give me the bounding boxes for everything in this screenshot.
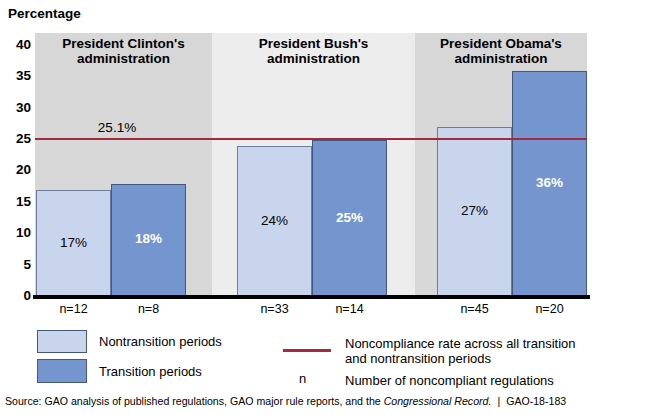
bar-value-label: 18% — [111, 231, 186, 246]
group-header: President Obama'sadministration — [415, 36, 587, 66]
source-text: Source: GAO analysis of published regula… — [5, 395, 384, 407]
bar-value-label: 24% — [237, 213, 312, 228]
legend-swatch-transition — [37, 359, 87, 383]
y-axis-tick-label: 0 — [0, 288, 31, 303]
group-header-line: President Obama's — [415, 36, 587, 51]
y-axis-tick-label: 30 — [0, 100, 31, 115]
bar-value-label: 36% — [512, 175, 587, 190]
report-id: GAO-18-183 — [506, 395, 566, 407]
legend-label-nontransition: Nontransition periods — [99, 334, 222, 349]
group-header-line: administration — [415, 51, 587, 66]
source-line: Source: GAO analysis of published regula… — [5, 395, 566, 407]
y-axis-tick-label: 5 — [0, 257, 31, 272]
x-axis-baseline — [33, 295, 590, 299]
footer-separator: | — [497, 395, 500, 407]
group-header-line: President Clinton's — [35, 36, 212, 51]
legend-n-symbol: n — [299, 371, 306, 386]
legend-label-n: Number of noncompliant regulations — [345, 373, 554, 388]
legend-label-reference-line2: and nontransition periods — [345, 351, 576, 366]
source-italic-text: Congressional Record. — [384, 395, 492, 407]
group-header: President Bush'sadministration — [212, 36, 415, 66]
bar-value-label: 27% — [437, 203, 512, 218]
bar-value-label: 17% — [36, 235, 111, 250]
legend-label-transition: Transition periods — [99, 364, 202, 379]
y-axis-tick-label: 15 — [0, 194, 31, 209]
y-axis-tick-label: 20 — [0, 162, 31, 177]
legend-reference-line-swatch — [283, 349, 331, 352]
legend-swatch-nontransition — [37, 330, 87, 353]
group-header-line: administration — [35, 51, 212, 66]
y-axis-tick-label: 10 — [0, 225, 31, 240]
y-axis-tick-label: 25 — [0, 131, 31, 146]
y-axis-title: Percentage — [8, 6, 81, 21]
bar-n-label: n=14 — [312, 302, 387, 316]
y-axis-tick-label: 40 — [0, 37, 31, 52]
bar-value-label: 25% — [312, 210, 387, 225]
group-header-line: administration — [212, 51, 415, 66]
y-axis-tick-label: 35 — [0, 68, 31, 83]
bar-n-label: n=33 — [237, 302, 312, 316]
legend-label-reference-line1: Noncompliance rate across all transition — [345, 336, 576, 351]
reference-line-label: 25.1% — [87, 120, 147, 135]
reference-line — [35, 138, 587, 140]
bar-n-label: n=20 — [512, 302, 587, 316]
bar-n-label: n=12 — [36, 302, 111, 316]
legend-label-reference: Noncompliance rate across all transition… — [345, 336, 576, 366]
group-header-line: President Bush's — [212, 36, 415, 51]
gao-bar-chart-figure: Percentage 40 35 30 25 20 15 10 5 0 President Cli… — [0, 0, 650, 415]
bar-n-label: n=8 — [111, 302, 186, 316]
group-header: President Clinton'sadministration — [35, 36, 212, 66]
bar-n-label: n=45 — [437, 302, 512, 316]
